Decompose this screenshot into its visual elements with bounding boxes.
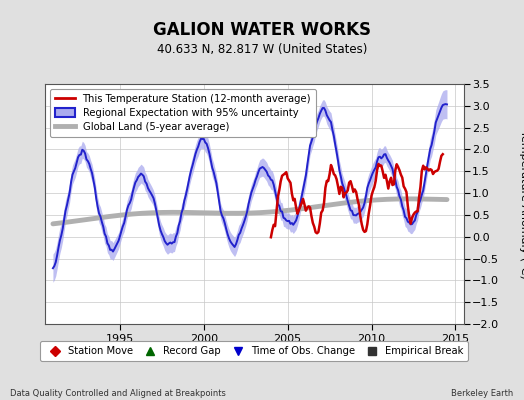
Text: GALION WATER WORKS: GALION WATER WORKS — [153, 21, 371, 39]
Y-axis label: Temperature Anomaly (°C): Temperature Anomaly (°C) — [519, 130, 524, 278]
Text: Data Quality Controlled and Aligned at Breakpoints: Data Quality Controlled and Aligned at B… — [10, 389, 226, 398]
Text: 40.633 N, 82.817 W (United States): 40.633 N, 82.817 W (United States) — [157, 44, 367, 56]
Legend: Station Move, Record Gap, Time of Obs. Change, Empirical Break: Station Move, Record Gap, Time of Obs. C… — [40, 341, 468, 361]
Legend: This Temperature Station (12-month average), Regional Expectation with 95% uncer: This Temperature Station (12-month avera… — [50, 89, 316, 137]
Text: Berkeley Earth: Berkeley Earth — [451, 389, 514, 398]
